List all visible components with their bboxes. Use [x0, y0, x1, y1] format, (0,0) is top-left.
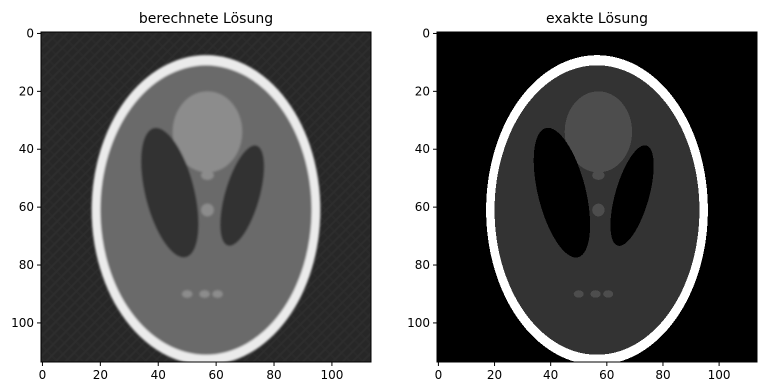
small-spot-2 — [201, 203, 214, 217]
phantom — [91, 55, 321, 362]
y-tick-label: 80 — [415, 258, 430, 272]
upper-blob — [564, 91, 633, 173]
left-ventricle — [141, 127, 199, 258]
right-ventricle — [610, 145, 654, 246]
x-tick-label: 40 — [151, 368, 166, 382]
bottom-spot-2 — [590, 290, 601, 298]
bottom-spot-3 — [212, 290, 223, 298]
small-spot-1 — [201, 170, 214, 180]
y-tick-label: 100 — [407, 316, 430, 330]
axes-frame — [40, 31, 372, 363]
y-tick-label: 20 — [19, 84, 34, 98]
y-tick-label: 0 — [422, 26, 430, 40]
panel-1: berechnete Lösung 0 20 40 60 80 100 0 20 40 60 80 10… — [11, 11, 372, 382]
left-ventricle — [533, 127, 591, 258]
chart-title: berechnete Lösung — [139, 11, 273, 27]
chart-title: exakte Lösung — [546, 11, 648, 27]
x-tick-label: 0 — [39, 368, 47, 382]
x-tick-label: 60 — [208, 368, 223, 382]
panel-2: exakte Lösung 0 20 40 60 80 100 0 20 40 60 80 100 — [407, 11, 758, 382]
y-tick-label: 60 — [415, 200, 430, 214]
heatmap-image — [41, 32, 371, 362]
y-tick-label: 40 — [19, 142, 34, 156]
x-tick-label: 80 — [655, 368, 670, 382]
x-tick-label: 0 — [435, 368, 443, 382]
x-tick-label: 100 — [320, 368, 343, 382]
x-tick-label: 80 — [266, 368, 281, 382]
right-ventricle — [220, 145, 265, 246]
small-spot-2 — [592, 203, 605, 217]
y-tick-label: 40 — [415, 142, 430, 156]
bottom-spot-2 — [199, 290, 210, 298]
y-tick-label: 80 — [19, 258, 34, 272]
bottom-spot-1 — [573, 290, 584, 298]
y-tick-label: 100 — [11, 316, 34, 330]
x-tick-label: 40 — [543, 368, 558, 382]
small-spot-1 — [592, 170, 605, 180]
x-tick-label: 100 — [708, 368, 731, 382]
x-tick-label: 60 — [599, 368, 614, 382]
axes-frame — [436, 31, 758, 363]
phantom — [486, 55, 708, 362]
x-tick-label: 20 — [93, 368, 108, 382]
y-tick-label: 20 — [415, 84, 430, 98]
upper-blob — [172, 91, 243, 173]
y-tick-label: 0 — [26, 26, 34, 40]
y-tick-label: 60 — [19, 200, 34, 214]
x-tick-label: 20 — [487, 368, 502, 382]
bottom-spot-1 — [181, 290, 193, 298]
heatmap-image — [437, 32, 757, 362]
bottom-spot-3 — [603, 290, 614, 298]
